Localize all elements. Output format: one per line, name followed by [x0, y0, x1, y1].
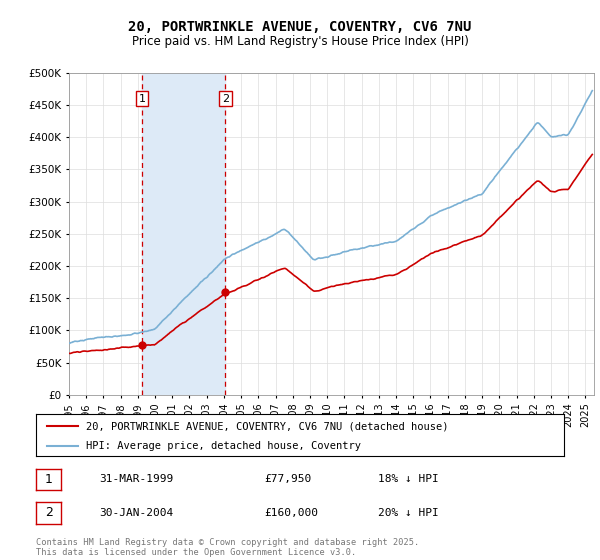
Text: 18% ↓ HPI: 18% ↓ HPI: [378, 474, 439, 484]
Text: 2: 2: [44, 506, 53, 520]
Text: Contains HM Land Registry data © Crown copyright and database right 2025.
This d: Contains HM Land Registry data © Crown c…: [36, 538, 419, 557]
Text: HPI: Average price, detached house, Coventry: HPI: Average price, detached house, Cove…: [86, 441, 361, 451]
Text: £77,950: £77,950: [264, 474, 311, 484]
Text: 30-JAN-2004: 30-JAN-2004: [99, 508, 173, 518]
Text: 1: 1: [44, 473, 53, 486]
Text: £160,000: £160,000: [264, 508, 318, 518]
Bar: [142, 73, 225, 395]
Text: 31-MAR-1999: 31-MAR-1999: [99, 474, 173, 484]
Text: 1: 1: [139, 94, 146, 104]
Text: Price paid vs. HM Land Registry's House Price Index (HPI): Price paid vs. HM Land Registry's House …: [131, 35, 469, 48]
Text: 2: 2: [222, 94, 229, 104]
Text: 20, PORTWRINKLE AVENUE, COVENTRY, CV6 7NU: 20, PORTWRINKLE AVENUE, COVENTRY, CV6 7N…: [128, 20, 472, 34]
Text: 20, PORTWRINKLE AVENUE, COVENTRY, CV6 7NU (detached house): 20, PORTWRINKLE AVENUE, COVENTRY, CV6 7N…: [86, 421, 449, 431]
Text: 20% ↓ HPI: 20% ↓ HPI: [378, 508, 439, 518]
